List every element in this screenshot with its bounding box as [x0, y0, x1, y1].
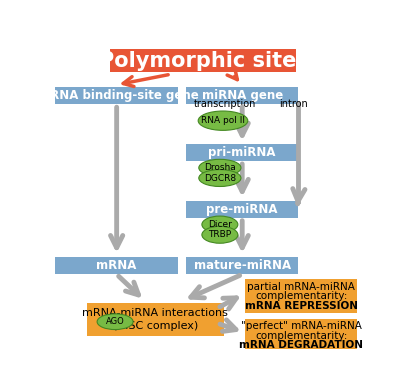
Text: mRNA: mRNA: [96, 260, 137, 272]
Text: mature-miRNA: mature-miRNA: [194, 260, 291, 272]
Text: complementarity:: complementarity:: [255, 331, 347, 341]
FancyBboxPatch shape: [56, 87, 178, 104]
Ellipse shape: [198, 111, 248, 131]
Text: (RISC complex): (RISC complex): [113, 321, 198, 331]
Text: RNA pol II: RNA pol II: [201, 116, 245, 125]
FancyBboxPatch shape: [245, 279, 357, 313]
Text: mRNA REPRESSION: mRNA REPRESSION: [245, 301, 358, 310]
Text: DGCR8: DGCR8: [204, 174, 236, 183]
FancyBboxPatch shape: [186, 258, 298, 274]
Text: mRNA DEGRADATION: mRNA DEGRADATION: [239, 340, 363, 350]
Ellipse shape: [202, 216, 238, 233]
Text: intron: intron: [279, 100, 308, 109]
Text: complementarity:: complementarity:: [255, 291, 347, 301]
Ellipse shape: [97, 314, 133, 330]
Text: Dicer: Dicer: [208, 220, 232, 229]
Text: Polymorphic sites: Polymorphic sites: [98, 51, 308, 71]
Text: AGO: AGO: [106, 317, 124, 326]
Ellipse shape: [202, 226, 238, 243]
FancyBboxPatch shape: [186, 201, 298, 218]
Text: Drosha: Drosha: [204, 163, 236, 172]
Text: mRNA-miRNA interactions: mRNA-miRNA interactions: [82, 308, 228, 318]
FancyBboxPatch shape: [186, 87, 298, 104]
FancyBboxPatch shape: [245, 319, 357, 352]
Text: TRBP: TRBP: [208, 230, 232, 239]
Text: pri-miRNA: pri-miRNA: [208, 146, 276, 159]
Ellipse shape: [199, 159, 241, 176]
FancyBboxPatch shape: [87, 303, 224, 336]
FancyBboxPatch shape: [186, 144, 298, 161]
Text: "perfect" mRNA-miRNA: "perfect" mRNA-miRNA: [241, 321, 362, 331]
Text: pre-miRNA: pre-miRNA: [206, 203, 278, 216]
Text: miRNA binding-site gene: miRNA binding-site gene: [34, 89, 199, 102]
Text: miRNA gene: miRNA gene: [202, 89, 283, 102]
Text: transcription: transcription: [194, 100, 256, 109]
FancyBboxPatch shape: [110, 49, 296, 72]
Ellipse shape: [199, 170, 241, 187]
FancyBboxPatch shape: [56, 258, 178, 274]
Text: partial mRNA-miRNA: partial mRNA-miRNA: [247, 281, 355, 292]
